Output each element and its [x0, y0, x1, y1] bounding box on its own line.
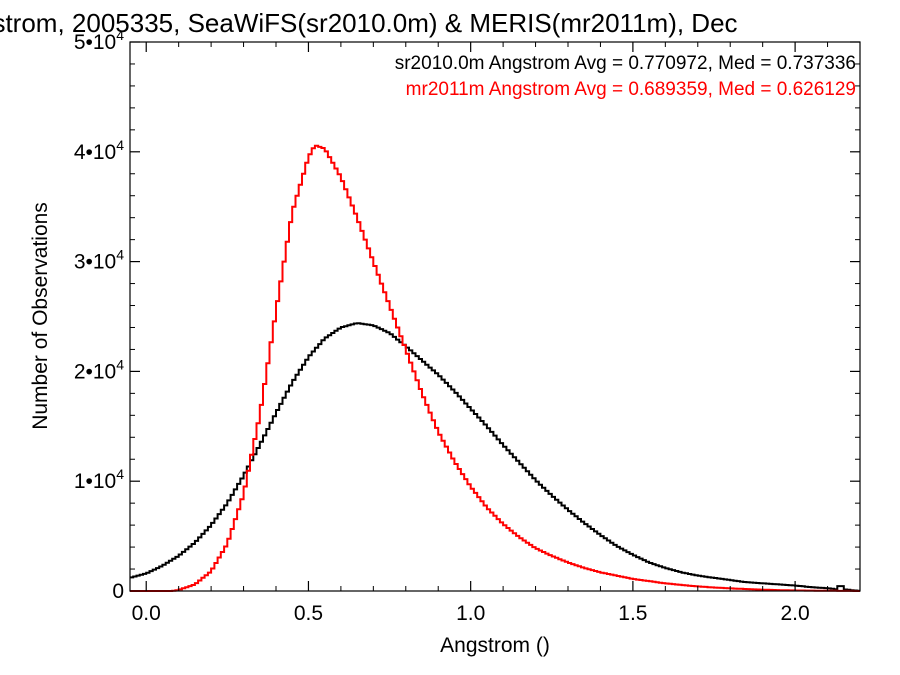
x-tick-label: 1.0	[456, 602, 485, 625]
series-line-mr2011m	[130, 144, 860, 592]
series-line-sr2010-0m	[130, 322, 860, 592]
x-tick-label: 1.5	[618, 602, 647, 625]
y-axis-label: Number of Observations	[29, 202, 52, 430]
plot-frame	[129, 41, 861, 592]
y-tick-label: 5•104	[74, 27, 124, 54]
legend-entry-sr2010-0m: sr2010.0m Angstrom Avg = 0.770972, Med =…	[395, 53, 856, 74]
y-axis-ticks: 0 1•104 2•104 3•104 4•104 5•104	[74, 27, 860, 603]
x-tick-label: 2.0	[781, 602, 810, 625]
y-tick-label: 3•104	[74, 247, 124, 274]
x-axis-ticks: 0.0 0.5 1.0 1.5 2.0	[132, 42, 861, 625]
plot-series	[130, 144, 860, 592]
y-tick-label: 4•104	[74, 137, 124, 164]
y-tick-label: 2•104	[74, 356, 124, 383]
y-tick-label: 0	[112, 580, 124, 603]
chart-title: gstrom, 2005335, SeaWiFS(sr2010.0m) & ME…	[0, 8, 738, 38]
x-tick-label: 0.5	[294, 602, 323, 625]
y-tick-label: 1•104	[74, 466, 124, 493]
legend-entry-mr2011m: mr2011m Angstrom Avg = 0.689359, Med = 0…	[406, 79, 856, 100]
x-axis-label: Angstrom ()	[440, 634, 550, 657]
x-tick-label: 0.0	[132, 602, 161, 625]
